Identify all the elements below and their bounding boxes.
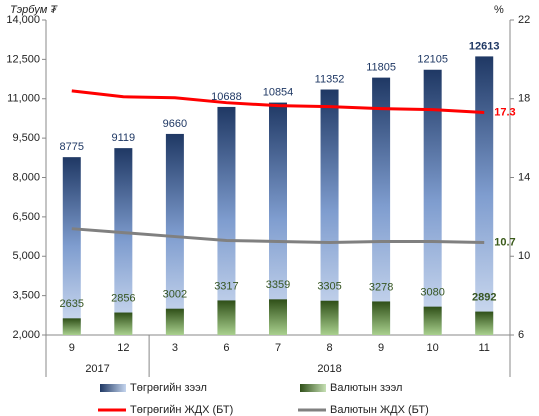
legend-label: Төгрөгийн ЖДХ (БТ) — [130, 404, 233, 416]
y2-tick-label: 6 — [518, 329, 524, 341]
bar-value-label: 3317 — [214, 280, 238, 292]
x-tick-label: 12 — [117, 342, 129, 354]
legend-label: Валютын зээл — [330, 382, 402, 394]
y-tick-label: 8,000 — [12, 171, 40, 183]
bar-value-label: 9119 — [112, 132, 136, 144]
bar-value-label: 2892 — [472, 291, 496, 303]
bar — [165, 133, 184, 335]
bar — [320, 300, 339, 335]
y-tick-label: 14,000 — [6, 14, 40, 26]
x-tick-label: 9 — [378, 342, 384, 354]
bar-value-label: 9660 — [163, 118, 187, 130]
bar-value-label: 3278 — [369, 281, 393, 293]
x-tick-label: 3 — [172, 342, 178, 354]
y-tick-label: 11,000 — [7, 93, 40, 105]
y-tick-label: 2,000 — [12, 329, 40, 341]
bar — [372, 301, 391, 335]
bar — [269, 299, 287, 335]
bar-value-label: 10854 — [263, 86, 294, 98]
bar-value-label: 3359 — [266, 279, 290, 291]
x-tick-label: 8 — [326, 342, 332, 354]
bar — [475, 311, 494, 335]
bar — [269, 102, 287, 336]
bar-value-label: 8775 — [60, 141, 84, 153]
x-tick-label: 11 — [479, 342, 490, 354]
x-group-label: 2018 — [317, 363, 341, 375]
legend-swatch — [300, 384, 326, 392]
bar-value-label: 2635 — [60, 298, 84, 310]
y2-tick-label: 18 — [518, 93, 530, 105]
bar-value-label: 11352 — [315, 73, 345, 85]
y-tick-label: 12,500 — [6, 53, 40, 65]
x-group-label: 2017 — [85, 363, 109, 375]
bar — [217, 300, 236, 335]
y2-axis-title: % — [494, 4, 504, 16]
bar-value-label: 2856 — [111, 292, 135, 304]
y2-tick-label: 22 — [518, 14, 530, 26]
bar — [217, 106, 236, 335]
y-tick-label: 6,500 — [12, 211, 40, 223]
x-tick-label: 6 — [223, 342, 229, 354]
bar — [320, 89, 339, 335]
x-tick-label: 10 — [427, 342, 439, 354]
line-series — [71, 89, 485, 115]
x-tick-label: 9 — [69, 342, 75, 354]
bar — [114, 148, 133, 335]
y-axis-title: Тэрбум ₮ — [10, 4, 58, 16]
bar-value-label: 11805 — [366, 62, 396, 74]
bar — [62, 157, 81, 335]
y-tick-label: 9,500 — [12, 132, 40, 144]
bar — [423, 69, 442, 336]
bar-value-label: 3305 — [317, 281, 341, 293]
y2-tick-label: 10 — [518, 250, 530, 262]
line-value-label: 17.3 — [494, 106, 515, 118]
legend-label: Валютын ЖДХ (БТ) — [330, 404, 429, 416]
x-tick-label: 7 — [275, 342, 281, 354]
bar — [114, 312, 133, 335]
y2-tick-label: 14 — [518, 171, 530, 183]
bar — [423, 306, 442, 335]
bar-value-label: 12613 — [469, 40, 500, 52]
y-tick-label: 3,500 — [12, 290, 40, 302]
line-series — [71, 227, 485, 244]
legend-swatch — [100, 384, 126, 392]
bar-value-label: 3080 — [420, 287, 444, 299]
bar — [62, 318, 81, 335]
y-tick-label: 5,000 — [12, 250, 40, 262]
bar-value-label: 10688 — [211, 91, 242, 103]
bar-value-label: 12105 — [417, 54, 448, 66]
bar — [475, 56, 494, 335]
bar-value-label: 3002 — [163, 289, 187, 301]
line-value-label: 10.7 — [494, 236, 515, 248]
legend-label: Төгрөгийн зээл — [130, 382, 207, 394]
bar — [165, 308, 184, 335]
bar — [372, 77, 391, 336]
